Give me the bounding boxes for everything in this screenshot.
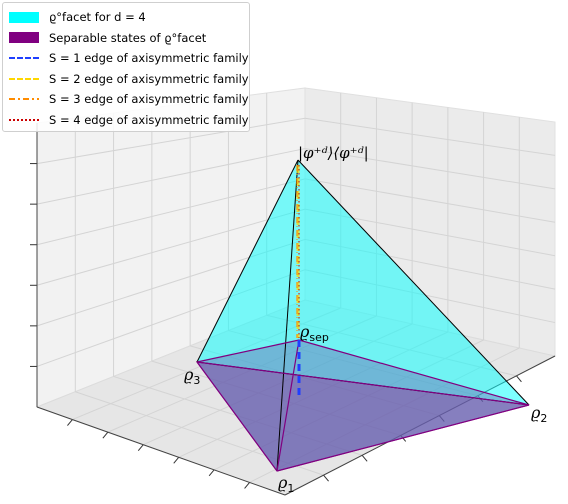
vertex-label-rho1: ϱ1 — [278, 473, 294, 495]
grid-line — [143, 323, 413, 446]
grid-line — [178, 331, 449, 458]
legend-swatch-mark — [9, 32, 39, 44]
grid-line — [249, 347, 520, 483]
vertex-label-rho3: ϱ3 — [184, 365, 200, 387]
legend-item: ϱ°facet for d = 4 — [9, 7, 243, 28]
axis-tick — [244, 482, 250, 489]
vertex-label-rho-sep: ϱsep — [300, 322, 329, 344]
axis-tick — [438, 415, 445, 422]
grid-line — [304, 238, 556, 290]
axis-tick — [173, 456, 180, 464]
legend-swatch — [9, 118, 39, 121]
legend-label: Separable states of ϱ°facet — [49, 30, 207, 45]
grid-line — [213, 339, 484, 471]
grid-line — [75, 391, 324, 476]
legend: ϱ°facet for d = 4 Separable states of ϱ°f… — [2, 2, 250, 132]
grid-line — [113, 375, 363, 456]
axis-tick — [516, 375, 522, 383]
legend-item: S = 3 edge of axisymmetric family — [9, 89, 249, 110]
legend-swatch-mark — [9, 57, 39, 60]
grid-line — [304, 269, 556, 324]
legend-label: S = 3 edge of axisymmetric family — [49, 92, 249, 107]
axis-tick — [102, 431, 109, 439]
legend-label: ϱ°facet for d = 4 — [49, 10, 146, 25]
grid-line — [36, 269, 306, 367]
grid-line — [107, 315, 377, 433]
grid-line — [190, 345, 440, 417]
axis-tick — [323, 474, 329, 482]
facet-face-right — [277, 160, 529, 471]
legend-swatch — [9, 57, 39, 60]
legend-swatch-mark — [9, 11, 39, 23]
axis-ticks — [30, 123, 556, 496]
legend-label: S = 2 edge of axisymmetric family — [49, 71, 249, 86]
legend-swatch — [9, 11, 39, 23]
legend-item: S = 1 edge of axisymmetric family — [9, 48, 249, 69]
axis-tick — [361, 454, 368, 462]
grid-line — [304, 178, 556, 223]
axis-line — [36, 406, 286, 496]
legend-swatch-mark — [9, 118, 39, 121]
grid-line — [36, 117, 306, 165]
legend-label: S = 1 edge of axisymmetric family — [49, 51, 249, 66]
separable-face-top-right — [277, 340, 529, 471]
axis-line — [284, 355, 556, 496]
axis-tick — [137, 444, 144, 452]
separable-face-top-left — [197, 340, 299, 471]
legend-swatch — [9, 98, 39, 101]
legend-swatch-mark — [9, 77, 39, 80]
grid-line — [266, 314, 517, 377]
grid-line — [304, 117, 556, 156]
grid-line — [36, 238, 306, 327]
grid-line — [151, 360, 401, 436]
grid-line — [304, 148, 556, 190]
legend-item: Separable states of ϱ°facet — [9, 28, 243, 49]
grid-line — [304, 208, 556, 257]
grid-line — [228, 330, 478, 397]
grid-line — [36, 208, 306, 286]
legend-swatch — [9, 77, 39, 80]
grid-line — [36, 148, 306, 205]
separable-edges — [196, 339, 530, 472]
grid-line — [36, 178, 306, 246]
legend-item: S = 2 edge of axisymmetric family — [9, 69, 249, 90]
axis-tick — [67, 419, 73, 426]
legend-item: S = 4 edge of axisymmetric family — [9, 110, 249, 131]
legend-swatch — [9, 32, 39, 44]
vertex-label-phi: |φ⁺ᵈ⟩⟨φ⁺ᵈ| — [298, 144, 369, 162]
facet-face-left — [197, 160, 298, 471]
legend-label: S = 4 edge of axisymmetric family — [49, 112, 249, 127]
vertex-label-rho2: ϱ2 — [531, 403, 547, 425]
axis-tick — [208, 469, 215, 477]
legend-swatch-mark — [9, 98, 39, 101]
